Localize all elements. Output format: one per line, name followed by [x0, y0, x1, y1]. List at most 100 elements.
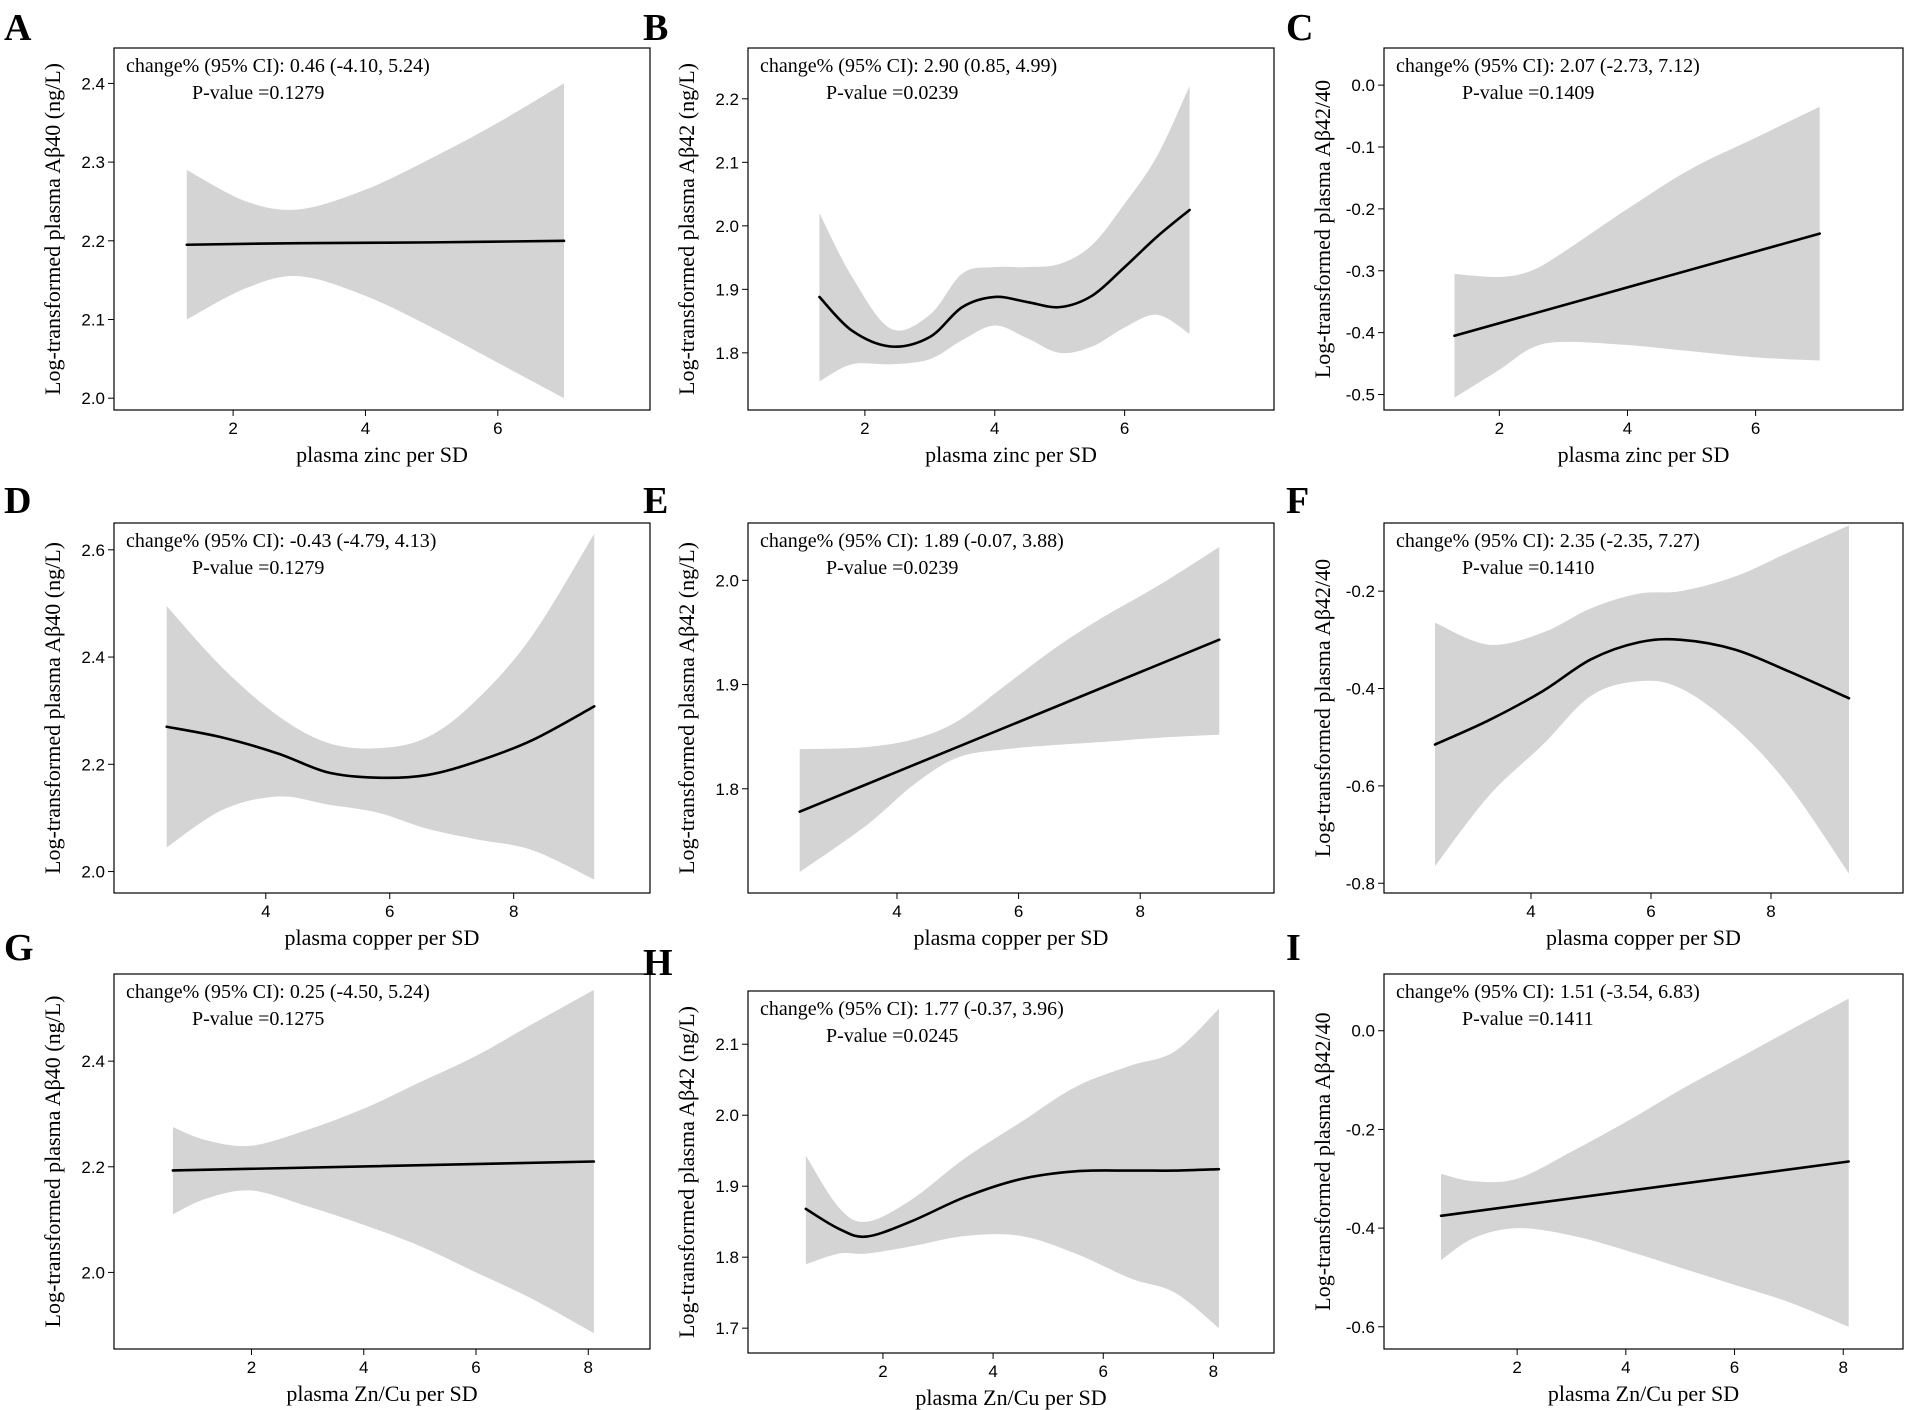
x-tick-label: 6: [1730, 1358, 1739, 1377]
x-tick-label: 8: [1209, 1362, 1218, 1381]
y-tick-label: 2.6: [81, 541, 105, 560]
y-axis-title: Log-transformed plasma Aβ42 (ng/L): [674, 542, 699, 874]
confidence-band: [172, 989, 594, 1334]
y-tick-label: 2.1: [715, 1035, 739, 1054]
x-tick-label: 4: [1621, 1358, 1630, 1377]
y-tick-label: 0.0: [1351, 76, 1375, 95]
panel-letter: G: [4, 927, 34, 969]
panel-letter: I: [1286, 927, 1301, 969]
x-axis-title: plasma copper per SD: [914, 925, 1109, 950]
x-tick-label: 4: [990, 419, 999, 438]
confidence-band: [805, 1008, 1219, 1329]
confidence-band: [799, 546, 1220, 873]
panel-c: C 2 4 6 0.0 -0.1 -0.2 -0.3 -0.4 -0.5 plasma zinc p…: [1286, 7, 1904, 467]
y-tick-label: 2.2: [81, 232, 105, 251]
y-tick-label: -0.2: [1346, 1120, 1375, 1139]
y-axis-title: Log-transformed plasma Aβ42 (ng/L): [674, 1006, 699, 1338]
panel-letter: E: [643, 480, 668, 522]
y-tick-label: -0.6: [1346, 777, 1375, 796]
x-tick-label: 4: [361, 419, 370, 438]
y-tick-label: 2.0: [81, 1263, 105, 1282]
annotation-p-value: P-value =0.0245: [826, 1025, 958, 1047]
x-tick-label: 2: [860, 419, 869, 438]
y-tick-label: 2.1: [81, 311, 105, 330]
fitted-line: [185, 239, 566, 247]
fitted-line: [818, 208, 1191, 348]
y-tick-label: 1.9: [715, 676, 739, 695]
y-tick-label: 2.0: [81, 389, 105, 408]
annotation-change: change% (95% CI): 2.35 (-2.35, 7.27): [1396, 530, 1700, 552]
plot-frame: [113, 522, 651, 894]
plot-frame: [1383, 973, 1904, 1350]
y-axis-title: Log-transformed plasma Aβ40 (ng/L): [40, 996, 65, 1328]
annotation-change: change% (95% CI): 0.46 (-4.10, 5.24): [126, 55, 430, 77]
annotation-p-value: P-value =0.1411: [1462, 1008, 1594, 1030]
x-tick-label: 2: [1495, 419, 1504, 438]
x-tick-label: 6: [471, 1358, 480, 1377]
panel-letter: C: [1286, 7, 1313, 49]
y-tick-label: 2.4: [81, 74, 105, 93]
x-axis-title: plasma Zn/Cu per SD: [1548, 1381, 1739, 1406]
x-tick-label: 2: [247, 1358, 256, 1377]
y-axis-title: Log-transformed plasma Aβ40 (ng/L): [40, 542, 65, 874]
annotation-p-value: P-value =0.1410: [1462, 557, 1594, 579]
y-tick-label: 1.9: [715, 280, 739, 299]
x-axis-title: plasma copper per SD: [1546, 925, 1741, 950]
y-axis-title: Log-transformed plasma Aβ42 (ng/L): [674, 63, 699, 395]
y-axis-title: Log-transformed plasma Aβ42/40: [1310, 559, 1335, 857]
y-tick-label: 2.2: [81, 1158, 105, 1177]
y-tick-label: 1.8: [715, 1248, 739, 1267]
x-tick-label: 2: [228, 419, 237, 438]
fitted-line: [165, 705, 596, 780]
panel-h: H 2 4 6 8 1.7 1.8 1.9 2.0 2.1 plasma Zn/Cu per SD L…: [643, 942, 1275, 1410]
y-tick-label: 2.1: [715, 153, 739, 172]
panel-i: I 2 4 6 8 0.0 -0.2 -0.4 -0.6 plasma Zn/Cu per SD L…: [1286, 927, 1904, 1406]
y-tick-label: 2.3: [81, 153, 105, 172]
plot-frame: [1383, 47, 1904, 411]
y-tick-label: 2.4: [81, 1052, 105, 1071]
confidence-band: [1441, 998, 1849, 1327]
panel-letter: B: [643, 7, 668, 49]
panel-e: E 4 6 8 1.8 1.9 2.0 plasma copper per SD Log-tra…: [643, 480, 1275, 950]
plot-frame: [747, 47, 1275, 411]
x-tick-label: 4: [1526, 902, 1535, 921]
x-tick-label: 4: [892, 902, 901, 921]
y-tick-label: 1.8: [715, 344, 739, 363]
y-tick-label: -0.8: [1346, 874, 1375, 893]
annotation-change: change% (95% CI): 1.51 (-3.54, 6.83): [1396, 981, 1700, 1003]
x-tick-label: 8: [1135, 902, 1144, 921]
plot-frame: [1383, 522, 1904, 894]
annotation-p-value: P-value =0.1409: [1462, 82, 1594, 104]
annotation-p-value: P-value =0.0239: [826, 557, 958, 579]
annotation-change: change% (95% CI): 2.90 (0.85, 4.99): [760, 55, 1057, 77]
plot-frame: [113, 47, 651, 411]
y-tick-label: -0.2: [1346, 582, 1375, 601]
fitted-line: [804, 1167, 1221, 1239]
x-axis-title: plasma copper per SD: [285, 925, 480, 950]
x-tick-label: 6: [1014, 902, 1023, 921]
x-tick-label: 8: [1766, 902, 1775, 921]
annotation-change: change% (95% CI): 1.77 (-0.37, 3.96): [760, 998, 1064, 1020]
y-tick-label: 2.2: [715, 90, 739, 109]
x-tick-label: 2: [1512, 1358, 1521, 1377]
x-tick-label: 6: [1120, 419, 1129, 438]
confidence-band: [186, 83, 564, 399]
panel-letter: D: [4, 480, 31, 522]
annotation-p-value: P-value =0.0239: [826, 82, 958, 104]
panel-d: D 4 6 8 2.0 2.2 2.4 2.6 plasma copper per SD Log-…: [4, 480, 651, 950]
y-tick-label: -0.6: [1346, 1318, 1375, 1337]
x-axis-title: plasma zinc per SD: [1558, 442, 1730, 467]
panel-letter: F: [1286, 480, 1309, 522]
fitted-line: [1433, 637, 1851, 746]
plot-frame: [747, 522, 1275, 894]
y-axis-title: Log-transformed plasma Aβ42/40: [1310, 1012, 1335, 1310]
x-tick-label: 8: [584, 1358, 593, 1377]
x-tick-label: 2: [878, 1362, 887, 1381]
plot-frame: [747, 990, 1275, 1354]
y-tick-label: 1.7: [715, 1319, 739, 1338]
panel-g: G 2 4 6 8 2.0 2.2 2.4 plasma Zn/Cu per SD Log-tra…: [4, 927, 651, 1406]
confidence-band: [1454, 106, 1820, 398]
annotation-change: change% (95% CI): 2.07 (-2.73, 7.12): [1396, 55, 1700, 77]
x-tick-label: 6: [493, 419, 502, 438]
